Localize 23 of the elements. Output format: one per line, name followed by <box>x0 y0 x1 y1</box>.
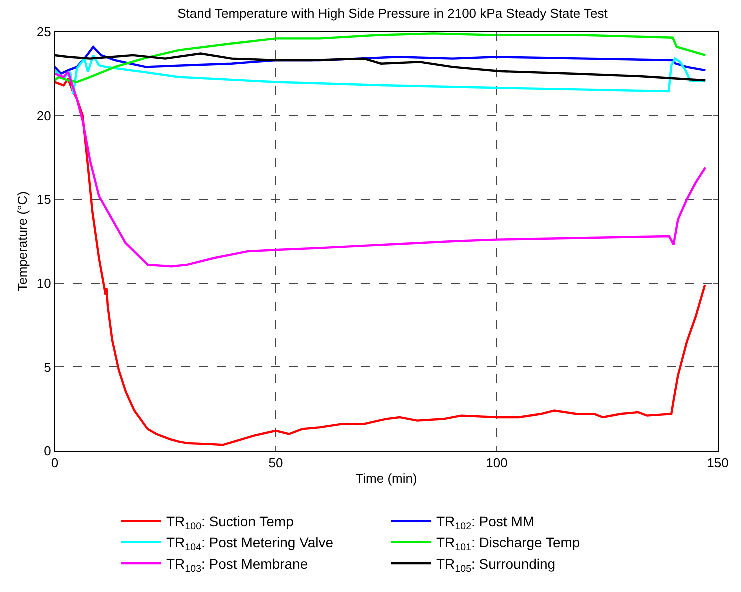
chart-title: Stand Temperature with High Side Pressure in 2100 kPa Steady State Test <box>178 6 608 21</box>
legend-label: TR$_{105}$: Surrounding <box>436 556 556 575</box>
legend-label: TR$_{100}$: Suction Temp <box>166 514 294 532</box>
x-axis-title: Time (min) <box>356 471 418 486</box>
x-tick-label: 50 <box>268 456 284 471</box>
y-axis-title: Temperature (°C) <box>14 192 30 292</box>
x-tick-label: 150 <box>707 456 729 471</box>
y-tick-label: 5 <box>44 360 52 375</box>
legend-label: TR$_{104}$: Post Metering Valve <box>166 534 334 554</box>
y-tick-label: 10 <box>36 276 52 291</box>
legend-label: TR$_{101}$: Discharge Temp <box>436 534 580 554</box>
x-tick-label: 100 <box>486 456 508 471</box>
line-series <box>55 54 707 96</box>
line-series <box>55 46 707 75</box>
legend-label: TR$_{103}$: Post Membrane <box>166 556 308 575</box>
y-tick-label: 25 <box>36 24 52 40</box>
line-series <box>55 32 707 84</box>
line-series <box>55 78 706 446</box>
line-series <box>55 71 707 268</box>
legend-label: TR$_{102}$: Post MM <box>436 514 535 532</box>
y-tick-label: 20 <box>36 108 52 124</box>
y-tick-label: 0 <box>44 444 52 459</box>
y-tick-label: 15 <box>36 192 52 208</box>
